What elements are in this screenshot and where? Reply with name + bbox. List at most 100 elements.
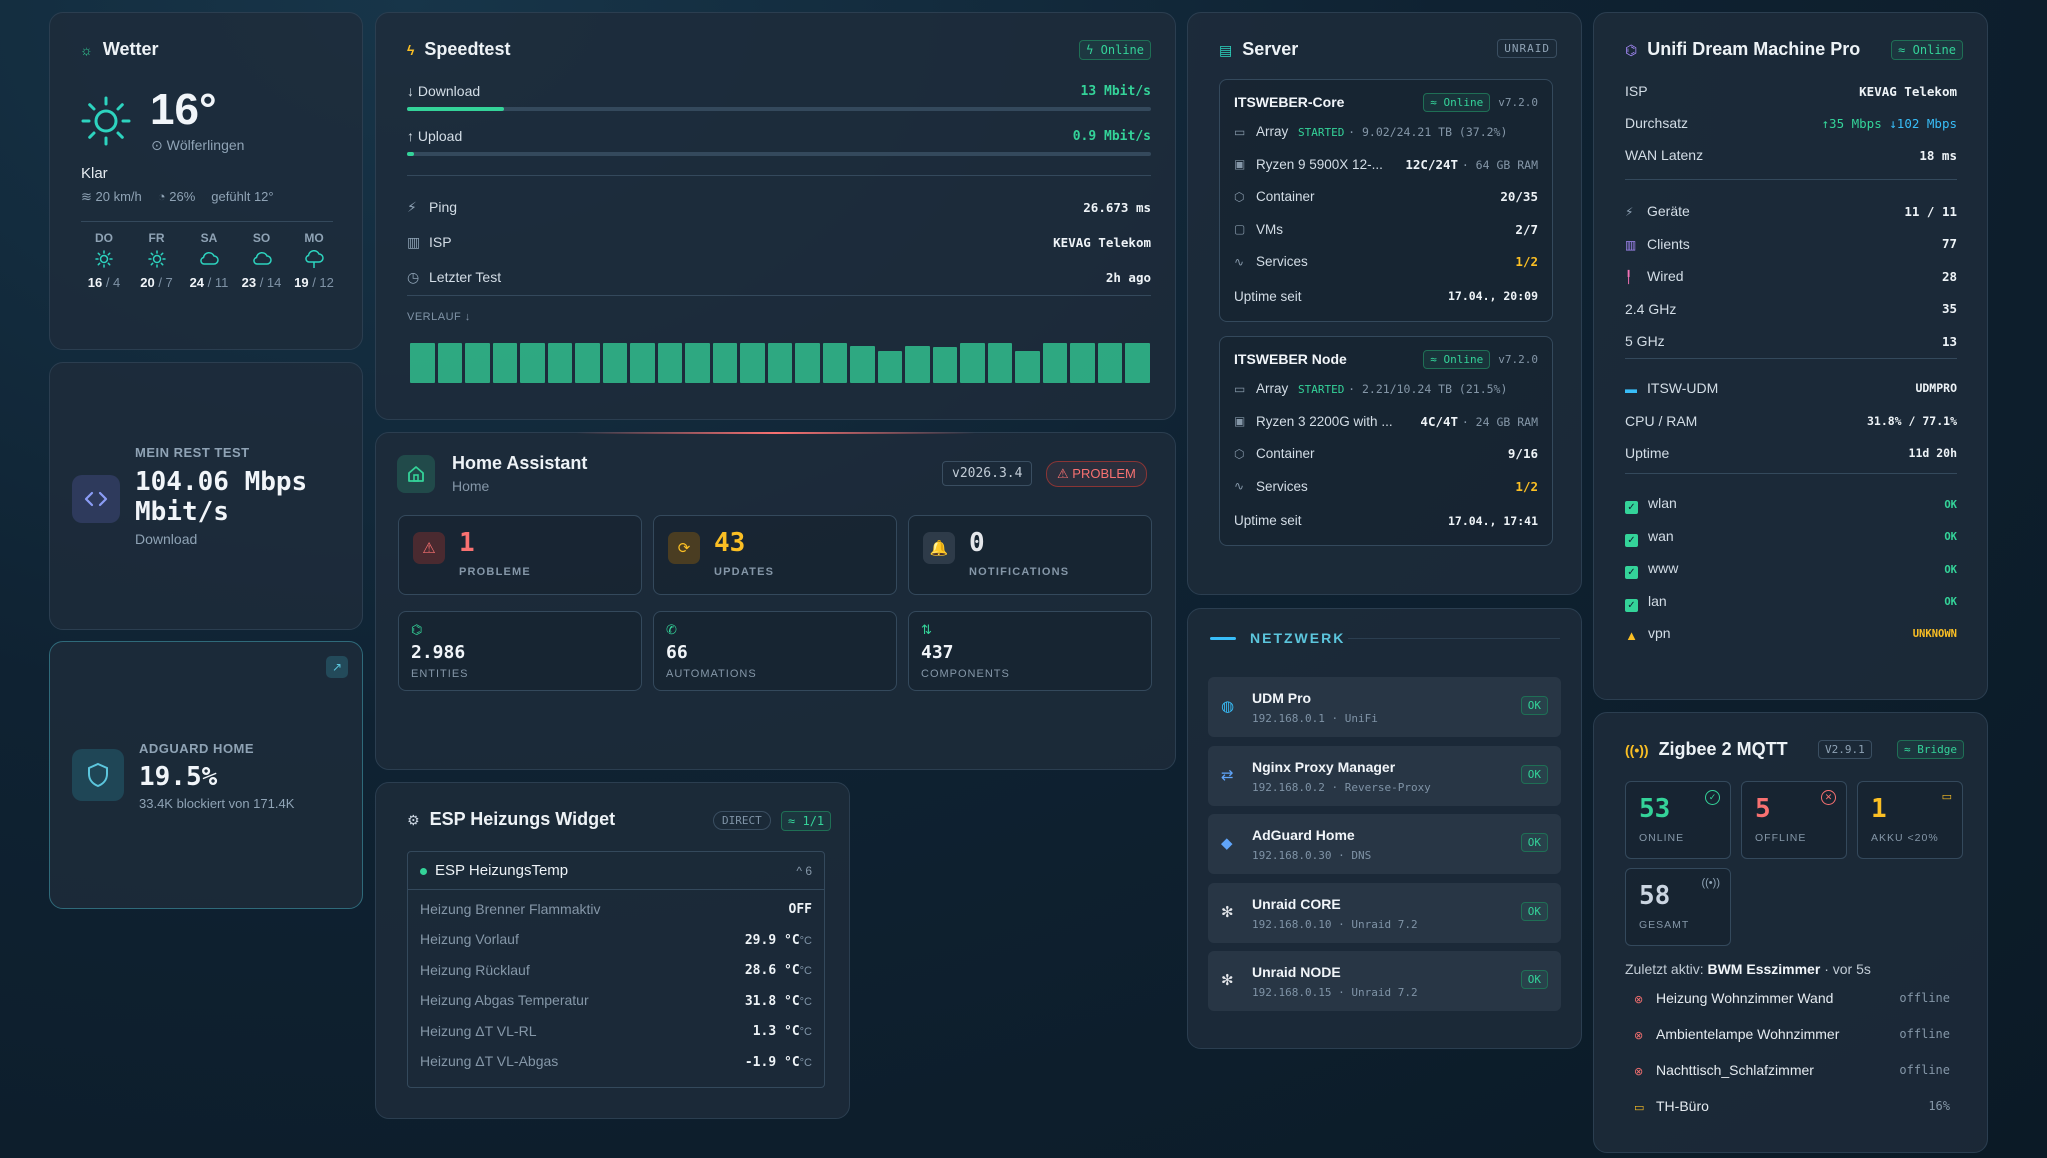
code-icon (84, 491, 108, 507)
network-tree-icon: ⌬ (1625, 41, 1638, 58)
unifi-device-row: ▬ ITSW-UDM UDMPRO (1625, 380, 1957, 396)
entities-icon: ⌬ (411, 622, 423, 637)
server-node-row: ▭ Array STARTED · 2.21/10.24 TB (21.5%) (1234, 381, 1508, 396)
zigbee-title: ((•)) Zigbee 2 MQTT (1625, 739, 1788, 759)
network-item[interactable]: ⇄ Nginx Proxy Manager 192.168.0.2 · Revers… (1208, 745, 1561, 806)
esp-sensor-row: Heizung Rücklauf 28.6 °C°C (420, 961, 812, 979)
speedtest-card: ϟ Speedtest ϟ Online ↓ Download 13 Mbit/s … (375, 12, 1176, 420)
unifi-stat-row: ⚡ Geräte 11 / 11 (1625, 203, 1957, 219)
history-chart (410, 341, 1150, 383)
unifi-card: ⌬ Unifi Dream Machine Pro ≈ Online ISP KEV… (1593, 12, 1988, 700)
network-title-line (1210, 637, 1236, 640)
speedtest-title: ϟ Speedtest (407, 39, 511, 59)
wifi-icon: ≈ (1430, 353, 1437, 366)
offline-icon: ⊗ (1634, 994, 1644, 1006)
history-bar (712, 343, 738, 383)
esp-group: ESP HeizungsTemp ^ 6 Heizung Brenner Fla… (407, 851, 825, 1088)
wifi-icon: ≈ (1430, 96, 1437, 109)
unifi-health-row: ✓ www OK (1625, 560, 1957, 579)
zigbee-device[interactable]: ⊗ Nachttisch_Schlafzimmer offline (1634, 1062, 1950, 1078)
zigbee-card: ((•)) Zigbee 2 MQTT V2.9.1 ≈ Bridge ✓ 53 ON… (1593, 712, 1988, 1153)
unifi-title: ⌬ Unifi Dream Machine Pro (1625, 39, 1861, 59)
rest-test-sub: Download (135, 531, 198, 547)
ha-stat-notifications[interactable]: 🔔 0 NOTIFICATIONS (908, 515, 1152, 595)
server-card: ▤ Server UNRAID ITSWEBER-Core ≈ Online v7.2… (1187, 12, 1582, 595)
wind-icon: ≋ (81, 189, 92, 204)
unifi-wan-row: WAN Latenz 18 ms (1625, 147, 1957, 163)
gear-icon: ✻ (1221, 903, 1234, 921)
history-label: VERLAUF ↓ (407, 311, 471, 323)
network-item[interactable]: ◍ UDM Pro 192.168.0.1 · UniFi OK (1208, 677, 1561, 737)
automations-icon: ✆ (666, 622, 677, 637)
device-icon: ▬ (1625, 382, 1637, 396)
unifi-throughput-row: Durchsatz ↑35 Mbps ↓102 Mbps (1625, 115, 1957, 131)
zigbee-device[interactable]: ⊗ Ambientelampe Wohnzimmer offline (1634, 1026, 1950, 1042)
zigbee-stat-gesamt[interactable]: ((•)) 58 GESAMT (1625, 868, 1731, 946)
unifi-device-row: Uptime 11d 20h (1625, 445, 1957, 461)
unifi-health-row: ✓ wlan OK (1625, 495, 1957, 514)
network-item[interactable]: ✻ Unraid CORE 192.168.0.10 · Unraid 7.2 OK (1208, 882, 1561, 943)
ping-icon: ⚡ (407, 199, 417, 215)
ha-problem-badge: ⚠ PROBLEM (1046, 461, 1147, 487)
network-item[interactable]: ✻ Unraid NODE 192.168.0.15 · Unraid 7.2 OK (1208, 951, 1561, 1011)
history-bar (822, 343, 848, 383)
ha-top-accent (576, 432, 976, 434)
history-bar (437, 343, 463, 383)
sun-small-icon: ☼ (80, 41, 93, 58)
history-bar (932, 347, 958, 383)
ha-stat-updates[interactable]: ⟳ 43 UPDATES (653, 515, 897, 595)
unraid-badge: UNRAID (1497, 39, 1557, 58)
node-status-badge: ≈ Online (1423, 93, 1491, 112)
problems-icon: ⚠ (413, 532, 445, 564)
network-item[interactable]: ◆ AdGuard Home 192.168.0.30 · DNS OK (1208, 814, 1561, 874)
rest-test-card: MEIN REST TEST 104.06 Mbps Mbit/s Downlo… (49, 362, 363, 630)
weather-temp: 16° (150, 85, 217, 134)
external-link-icon[interactable]: ↗ (326, 656, 348, 678)
upload-bar-track (407, 152, 1151, 156)
unifi-stat-row: 2.4 GHz 35 (1625, 300, 1957, 317)
history-bar (767, 343, 793, 383)
esp-card: ⚙ ESP Heizungs Widget DIRECT ≈ 1/1 ESP He… (375, 782, 850, 1119)
server-node-row: ▭ Array STARTED · 9.02/24.21 TB (37.2%) (1234, 124, 1508, 139)
ha-stat-probleme[interactable]: ⚠ 1 PROBLEME (398, 515, 642, 595)
home-icon (408, 466, 424, 482)
ha-count-entities[interactable]: ⌬ 2.986 ENTITIES (398, 611, 642, 691)
esp-sensor-row: Heizung ΔT VL-RL 1.3 °C°C (420, 1022, 812, 1040)
esp-group-header[interactable]: ESP HeizungsTemp ^ 6 (408, 852, 824, 890)
network-title: NETZWERK (1250, 630, 1346, 646)
sun-icon (81, 96, 131, 146)
ha-subtitle: Home (452, 478, 490, 494)
zigbee-device[interactable]: ⊗ Heizung Wohnzimmer Wand offline (1634, 990, 1950, 1006)
sun-icon (95, 250, 113, 270)
ha-count-automations[interactable]: ✆ 66 AUTOMATIONS (653, 611, 897, 691)
pin-icon: ⊙ (151, 137, 163, 153)
history-bar (1125, 343, 1150, 383)
activity-icon: ∿ (1234, 254, 1245, 269)
proxy-icon: ⇄ (1221, 766, 1234, 784)
history-bar (492, 343, 518, 383)
forecast-day: SO 23 / 14 (241, 231, 282, 290)
unifi-status-badge: ≈ Online (1891, 40, 1963, 60)
server-node: ITSWEBER-Core ≈ Online v7.2.0 ▭ Array STARTE… (1219, 79, 1553, 322)
shield-icon (88, 762, 108, 788)
rest-test-label: MEIN REST TEST (135, 445, 250, 460)
zigbee-stat-online[interactable]: ✓ 53 ONLINE (1625, 781, 1731, 859)
history-bar (575, 343, 600, 383)
history-bar (1042, 343, 1068, 383)
cloud-rain-icon (303, 249, 325, 270)
zigbee-stat-akku-20-[interactable]: ▭ 1 AKKU <20% (1857, 781, 1963, 859)
container-icon: ⬡ (1234, 446, 1245, 461)
history-bar (630, 343, 655, 383)
warning-icon: ▲ (1625, 628, 1638, 643)
server-node-row: ⬡ Container 9/16 (1234, 446, 1538, 461)
rest-test-value: 104.06 Mbps (135, 467, 308, 497)
zigbee-device[interactable]: ▭ TH-Büro 16% (1634, 1098, 1950, 1114)
forecast-day: MO 19 / 12 (294, 231, 334, 290)
wifi-icon: ≈ (1904, 743, 1911, 756)
server-node-row: ▣ Ryzen 9 5900X 12-... 12C/24T · 64 GB RAM (1234, 156, 1538, 172)
forecast-day: FR 20 / 7 (140, 231, 173, 290)
ha-count-components[interactable]: ⇅ 437 COMPONENTS (908, 611, 1152, 691)
esp-direct-badge: DIRECT (713, 811, 771, 830)
network-card: NETZWERK ◍ UDM Pro 192.168.0.1 · UniFi OK ⇄ N… (1187, 608, 1582, 1049)
zigbee-stat-offline[interactable]: ✕ 5 OFFLINE (1741, 781, 1847, 859)
